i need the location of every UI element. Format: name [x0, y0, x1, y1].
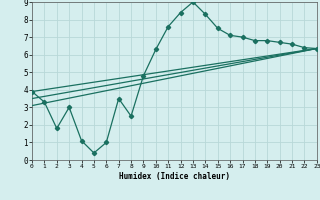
X-axis label: Humidex (Indice chaleur): Humidex (Indice chaleur) [119, 172, 230, 181]
